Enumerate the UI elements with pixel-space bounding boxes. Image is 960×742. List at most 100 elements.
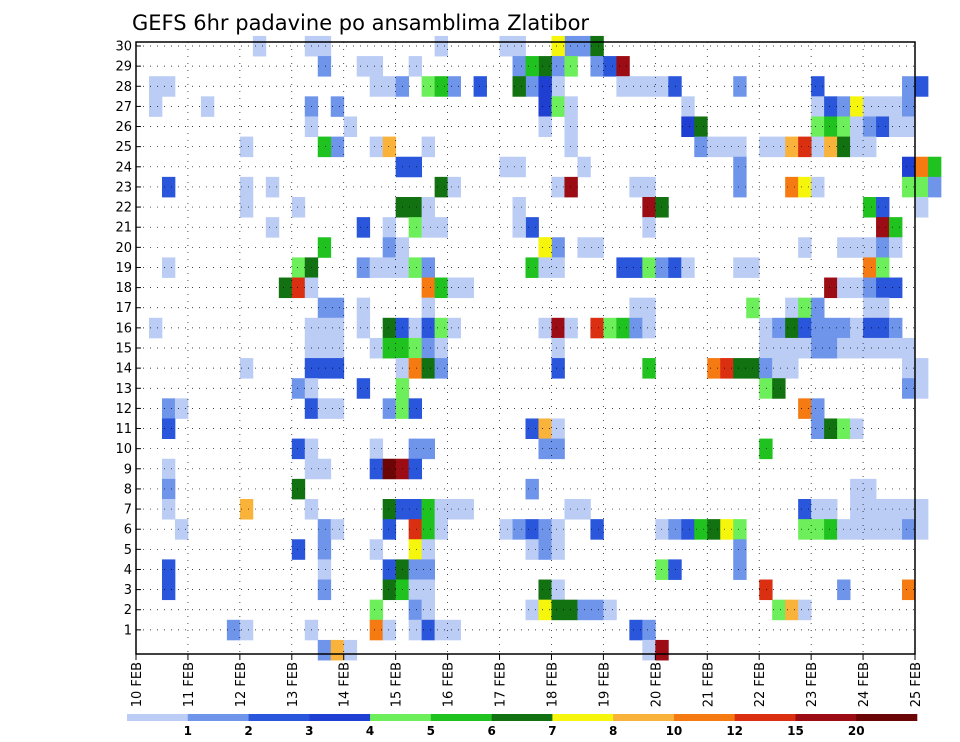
heatmap-cell xyxy=(161,478,176,500)
heatmap-cell xyxy=(889,116,903,137)
heatmap-cell xyxy=(369,136,384,158)
heatmap-cell xyxy=(538,96,552,117)
heatmap-cell xyxy=(785,136,799,158)
y-tick-label: 25 xyxy=(115,140,132,155)
heatmap-cell xyxy=(434,619,448,641)
x-tick-label: 18 FEB xyxy=(545,662,560,707)
heatmap-cell xyxy=(330,398,345,419)
heatmap-cell xyxy=(772,317,786,339)
x-tick-label: 21 FEB xyxy=(701,662,716,707)
y-tick-label: 9 xyxy=(124,462,132,477)
heatmap-cell xyxy=(824,337,838,359)
heatmap-cell xyxy=(902,156,916,178)
heatmap-cell xyxy=(161,398,176,419)
heatmap-cell xyxy=(720,358,734,379)
heatmap-cell xyxy=(226,619,241,641)
heatmap-cell xyxy=(811,136,825,158)
heatmap-cell xyxy=(915,519,929,540)
heatmap-cell xyxy=(525,56,539,77)
x-tick-label: 20 FEB xyxy=(649,662,664,707)
heatmap-cell xyxy=(317,539,332,560)
heatmap-cell xyxy=(408,358,423,379)
heatmap-cell xyxy=(460,277,474,299)
heatmap-cell xyxy=(629,619,643,641)
heatmap-cell xyxy=(512,35,526,57)
heatmap-cell xyxy=(681,257,695,278)
heatmap-cell xyxy=(551,176,565,198)
heatmap-cell xyxy=(707,136,721,158)
y-tick-label: 10 xyxy=(115,442,132,457)
heatmap-cell xyxy=(408,438,423,460)
heatmap-cell xyxy=(239,358,254,379)
heatmap-cell xyxy=(785,317,799,339)
y-tick-label: 19 xyxy=(115,261,132,276)
heatmap-cell xyxy=(876,257,890,278)
heatmap-cell xyxy=(733,136,747,158)
y-tick-label: 1 xyxy=(124,623,132,638)
heatmap-cell xyxy=(551,257,565,278)
y-tick-label: 21 xyxy=(115,221,132,236)
heatmap-cell xyxy=(525,76,539,97)
heatmap-cell xyxy=(850,519,864,540)
heatmap-cell xyxy=(876,96,890,117)
y-tick-label: 26 xyxy=(115,120,132,135)
heatmap-cell xyxy=(603,599,617,621)
heatmap-cell xyxy=(824,277,838,299)
heatmap-cell xyxy=(863,257,877,278)
heatmap-cell xyxy=(200,96,215,117)
heatmap-cell xyxy=(382,559,397,580)
heatmap-cell xyxy=(421,519,436,540)
heatmap-cell xyxy=(590,56,604,77)
legend-label: 8 xyxy=(609,724,617,738)
heatmap-cell xyxy=(772,599,786,621)
heatmap-cell xyxy=(330,519,345,540)
heatmap-cell xyxy=(447,317,461,339)
heatmap-cell xyxy=(785,358,799,379)
heatmap-cell xyxy=(811,499,825,520)
heatmap-cell xyxy=(538,76,552,97)
heatmap-cell xyxy=(330,96,345,117)
heatmap-cell xyxy=(408,217,423,238)
heatmap-cell xyxy=(863,478,877,500)
heatmap-cell xyxy=(642,217,656,238)
heatmap-cell xyxy=(733,257,747,278)
x-tick-label: 10 FEB xyxy=(130,662,145,707)
heatmap-cell xyxy=(317,56,332,77)
heatmap-cell xyxy=(642,358,656,379)
heatmap-cell xyxy=(564,176,578,198)
heatmap-cell xyxy=(291,438,306,460)
heatmap-cell xyxy=(811,76,825,97)
heatmap-cell xyxy=(889,519,903,540)
heatmap-cell xyxy=(551,56,565,77)
y-tick-label: 27 xyxy=(115,100,132,115)
heatmap-cell xyxy=(408,599,423,621)
heatmap-cell xyxy=(850,116,864,137)
heatmap-cell xyxy=(551,539,565,560)
heatmap-cell xyxy=(161,458,176,480)
heatmap-cell xyxy=(603,317,617,339)
heatmap-cell xyxy=(291,277,306,299)
heatmap-cell xyxy=(811,96,825,117)
heatmap-cell xyxy=(421,197,436,218)
legend-label: 7 xyxy=(548,724,556,738)
heatmap-cell xyxy=(369,599,384,621)
heatmap-cell xyxy=(889,499,903,520)
heatmap-cell xyxy=(629,76,643,97)
heatmap-cell xyxy=(798,499,812,520)
heatmap-cell xyxy=(447,277,461,299)
heatmap-cell xyxy=(239,619,254,641)
heatmap-cell xyxy=(811,116,825,137)
heatmap-cell xyxy=(265,176,280,198)
heatmap-cell xyxy=(927,156,942,178)
heatmap-cell xyxy=(512,156,526,178)
heatmap-cell xyxy=(551,337,565,359)
heatmap-cell xyxy=(551,418,565,439)
y-tick-label: 15 xyxy=(115,342,132,357)
heatmap-cell xyxy=(382,217,397,238)
heatmap-cell xyxy=(356,378,371,399)
heatmap-cell xyxy=(408,257,423,278)
heatmap-cell xyxy=(564,599,578,621)
heatmap-cell xyxy=(161,579,176,601)
heatmap-cell xyxy=(889,277,903,299)
